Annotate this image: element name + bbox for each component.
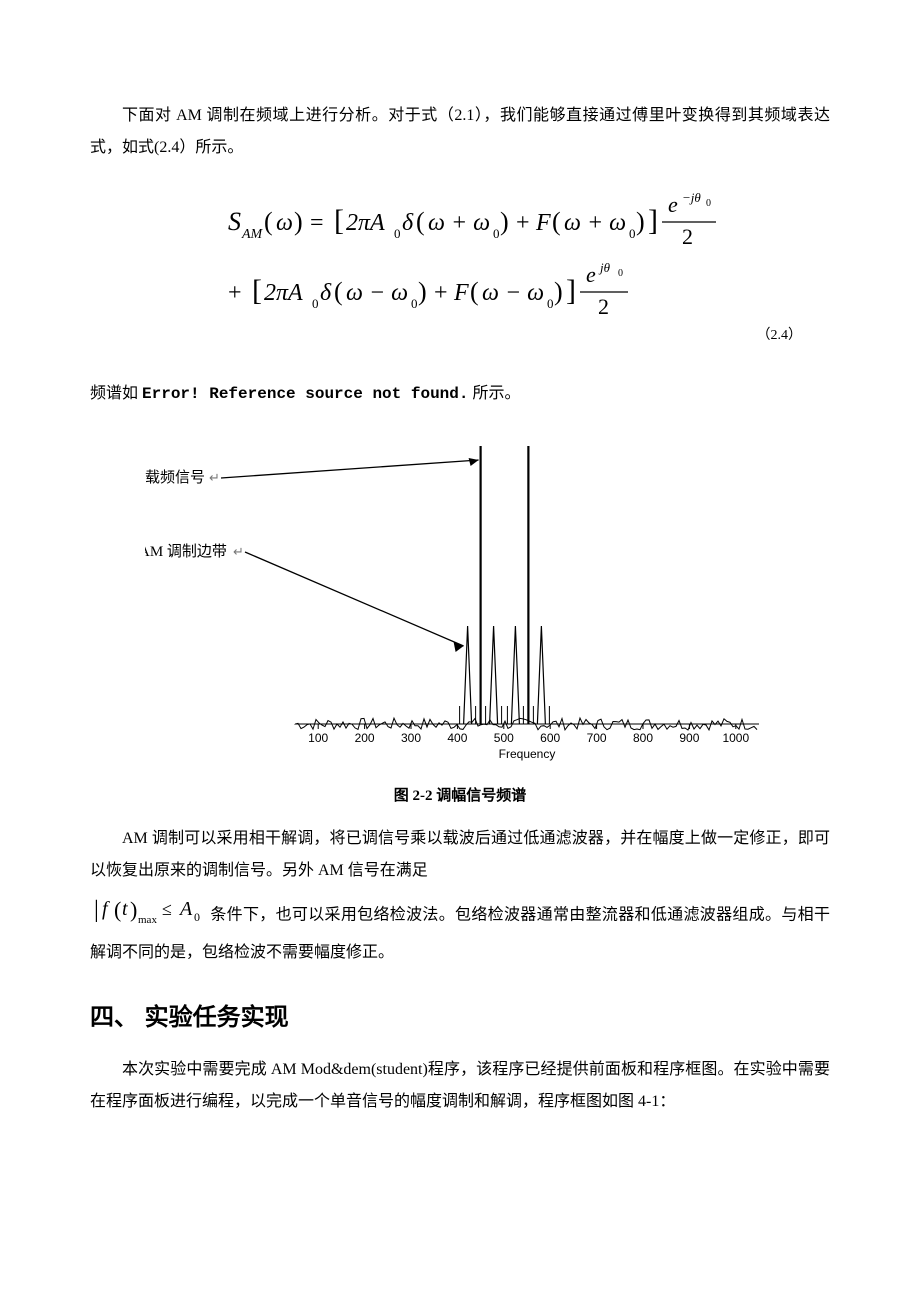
eq-F2-arg: ω − ω (482, 280, 544, 306)
eq-coef1: 2πA (346, 210, 385, 236)
spectrum-chart: 100 200 300 400 500 600 700 800 900 1000 Frequency… (145, 430, 775, 770)
eq-frac2-exp: jθ (598, 260, 611, 275)
eq-F1: F (535, 210, 551, 236)
eq-coef2-sub: 0 (312, 296, 319, 311)
eq-F1-rp: ) (636, 207, 645, 236)
eq-delta1: δ (402, 210, 414, 236)
svg-text:载频信号: 载频信号 (145, 469, 205, 486)
eq-eq: = (310, 210, 324, 236)
eq-omega1: ω (276, 210, 293, 236)
eq-F2-rp: ) (554, 277, 563, 306)
eq-d1-sub: 0 (493, 226, 500, 241)
paragraph-spectrum-ref: 频谱如 Error! Reference source not found. 所… (90, 378, 830, 410)
eq-rbrack1: ] (648, 204, 658, 237)
eq-d2-arg: ω − ω (346, 280, 408, 306)
abs-l: | (94, 897, 99, 923)
eq-F2-lp: ( (470, 277, 479, 306)
paragraph-intro: 下面对 AM 调制在频域上进行分析。对于式（2.1），我们能够直接通过傅里叶变换… (90, 100, 830, 164)
eq-frac1-e: e (668, 192, 678, 217)
eq-F2: F (453, 280, 469, 306)
eq-frac2-den: 2 (598, 294, 609, 319)
eq-rparen1: ) (294, 207, 303, 236)
paragraph-task: 本次实验中需要完成 AM Mod&dem(student)程序，该程序已经提供前… (90, 1054, 830, 1118)
svg-text:700: 700 (587, 731, 607, 745)
figure-caption: 图 2-2 调幅信号频谱 (90, 784, 830, 805)
eq-coef2: 2πA (264, 280, 303, 306)
cond-A-sub: 0 (194, 910, 200, 924)
cond-lp: ( (114, 897, 121, 922)
paragraph-condition: | f ( t ) max ≤ A 0 条件下，也可以采用包络检波法。包络检波器… (90, 895, 830, 969)
svg-text:Frequency: Frequency (499, 747, 556, 761)
eq-frac2-expsub: 0 (618, 268, 623, 279)
p2-error-text: Error! Reference source not found. (142, 385, 468, 403)
equation-svg: S AM ( ω ) = [ 2πA 0 δ ( ω + ω 0 ) + F (… (200, 188, 720, 348)
eq-rbrack2: ] (566, 274, 576, 307)
cond-t: t (122, 898, 128, 920)
caption-prefix: 图 2-2 (394, 788, 433, 804)
svg-text:100: 100 (308, 731, 328, 745)
eq-plus2: + (434, 280, 448, 306)
svg-text:↵: ↵ (233, 544, 244, 559)
paragraph-demod: AM 调制可以采用相干解调，将已调信号乘以载波后通过低通滤波器，并在幅度上做一定… (90, 823, 830, 887)
eq-lbrack2: [ (252, 274, 262, 307)
eq-F2-sub: 0 (547, 296, 554, 311)
eq-d2-rp: ) (418, 277, 427, 306)
eq-F1-arg: ω + ω (564, 210, 626, 236)
cond-rp: ) (130, 897, 137, 922)
eq-delta2: δ (320, 280, 332, 306)
eq-frac1-den: 2 (682, 224, 693, 249)
eq-d1-rp: ) (500, 207, 509, 236)
svg-text:400: 400 (447, 731, 467, 745)
svg-text:300: 300 (401, 731, 421, 745)
inline-condition-math: | f ( t ) max ≤ A 0 (90, 895, 210, 937)
eq-d2-lp: ( (334, 277, 343, 306)
cond-A: A (178, 898, 193, 920)
eq-F1-lp: ( (552, 207, 561, 236)
eq-plus1: + (516, 210, 530, 236)
eq-lbrack1: [ (334, 204, 344, 237)
eq-plus-line2: + (228, 280, 242, 306)
p2-suffix: 所示。 (468, 385, 520, 402)
svg-text:900: 900 (679, 731, 699, 745)
caption-text: 调幅信号频谱 (432, 788, 526, 804)
p2-prefix: 频谱如 (90, 385, 142, 402)
svg-text:↵: ↵ (209, 470, 220, 485)
eq-lhs-S: S (228, 207, 241, 236)
eq-coef1-sub: 0 (394, 226, 401, 241)
eq-d1-arg: ω + ω (428, 210, 490, 236)
svg-text:800: 800 (633, 731, 653, 745)
eq-lparen1: ( (264, 207, 273, 236)
svg-text:500: 500 (494, 731, 514, 745)
equation-number: （2.4） (757, 324, 803, 344)
svg-text:200: 200 (355, 731, 375, 745)
eq-lhs-sub: AM (241, 227, 264, 242)
cond-max: max (138, 914, 157, 925)
eq-frac1-exp: −jθ (682, 190, 701, 205)
eq-d1-lp: ( (416, 207, 425, 236)
heading-section-4: 四、 实验任务实现 (90, 997, 830, 1032)
eq-frac2-e: e (586, 262, 596, 287)
cond-leq: ≤ (162, 899, 172, 919)
svg-text:AM 调制边带: AM 调制边带 (145, 543, 227, 560)
svg-text:600: 600 (540, 731, 560, 745)
figure-2-2: 100 200 300 400 500 600 700 800 900 1000 Frequency… (90, 430, 830, 805)
svg-text:1000: 1000 (722, 731, 749, 745)
cond-f: f (102, 898, 110, 920)
eq-d2-sub: 0 (411, 296, 418, 311)
equation-2-4: S AM ( ω ) = [ 2πA 0 δ ( ω + ω 0 ) + F (… (90, 188, 830, 348)
eq-F1-sub: 0 (629, 226, 636, 241)
eq-frac1-expsub: 0 (706, 198, 711, 209)
